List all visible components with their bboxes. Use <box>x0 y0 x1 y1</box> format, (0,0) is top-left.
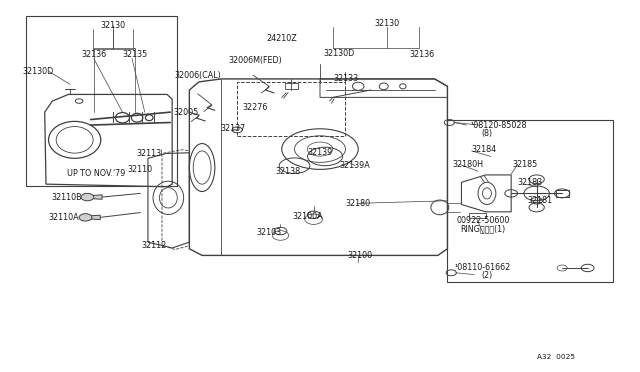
Text: 32130: 32130 <box>100 21 125 30</box>
Text: 32110B: 32110B <box>51 193 82 202</box>
Text: 32276: 32276 <box>243 103 268 112</box>
Text: 32139: 32139 <box>307 148 333 157</box>
Text: 32110: 32110 <box>128 165 153 174</box>
Text: 32135: 32135 <box>123 51 148 60</box>
Text: 32100A: 32100A <box>292 212 323 221</box>
Text: 32100: 32100 <box>347 251 372 260</box>
Text: 32005: 32005 <box>173 108 199 117</box>
Text: 32006(CAL): 32006(CAL) <box>174 71 221 80</box>
Bar <box>285 83 298 89</box>
Polygon shape <box>89 215 100 219</box>
Text: 32180H: 32180H <box>452 160 483 169</box>
Text: 32137: 32137 <box>220 124 245 133</box>
Bar <box>26 16 177 186</box>
Text: 32181: 32181 <box>527 196 552 205</box>
Text: 32103: 32103 <box>257 228 282 237</box>
Polygon shape <box>91 195 102 199</box>
Text: 32112: 32112 <box>141 241 167 250</box>
Text: 24210Z: 24210Z <box>266 34 297 43</box>
Text: 32139A: 32139A <box>340 161 371 170</box>
Text: UP TO NOV.'79: UP TO NOV.'79 <box>67 169 125 177</box>
Text: 32006M(FED): 32006M(FED) <box>228 56 282 65</box>
Text: ¹08120-85028: ¹08120-85028 <box>470 121 527 129</box>
Circle shape <box>81 193 94 201</box>
Text: 32183: 32183 <box>518 178 543 187</box>
Text: 32136: 32136 <box>410 51 435 60</box>
Text: (2): (2) <box>481 271 493 280</box>
Text: 32136: 32136 <box>81 51 106 60</box>
Text: RINGリング(1): RINGリング(1) <box>461 224 506 233</box>
Text: 32110A: 32110A <box>49 213 79 222</box>
Text: 32130D: 32130D <box>23 67 54 76</box>
Text: 32113: 32113 <box>137 149 162 158</box>
Text: 32130: 32130 <box>374 19 399 28</box>
Bar <box>447 119 613 282</box>
Text: (8): (8) <box>481 129 493 138</box>
Text: 32138: 32138 <box>276 167 301 176</box>
Text: 00922-50600: 00922-50600 <box>456 216 510 225</box>
Text: 32133: 32133 <box>333 74 358 83</box>
Text: 32185: 32185 <box>513 160 538 169</box>
Text: 32130D: 32130D <box>323 49 355 58</box>
Text: 32180: 32180 <box>346 199 371 208</box>
Text: A32  0025: A32 0025 <box>537 353 575 360</box>
Circle shape <box>79 214 92 221</box>
Bar <box>237 81 346 136</box>
Text: ¹08110-61662: ¹08110-61662 <box>454 263 511 272</box>
Text: 32184: 32184 <box>472 145 497 154</box>
